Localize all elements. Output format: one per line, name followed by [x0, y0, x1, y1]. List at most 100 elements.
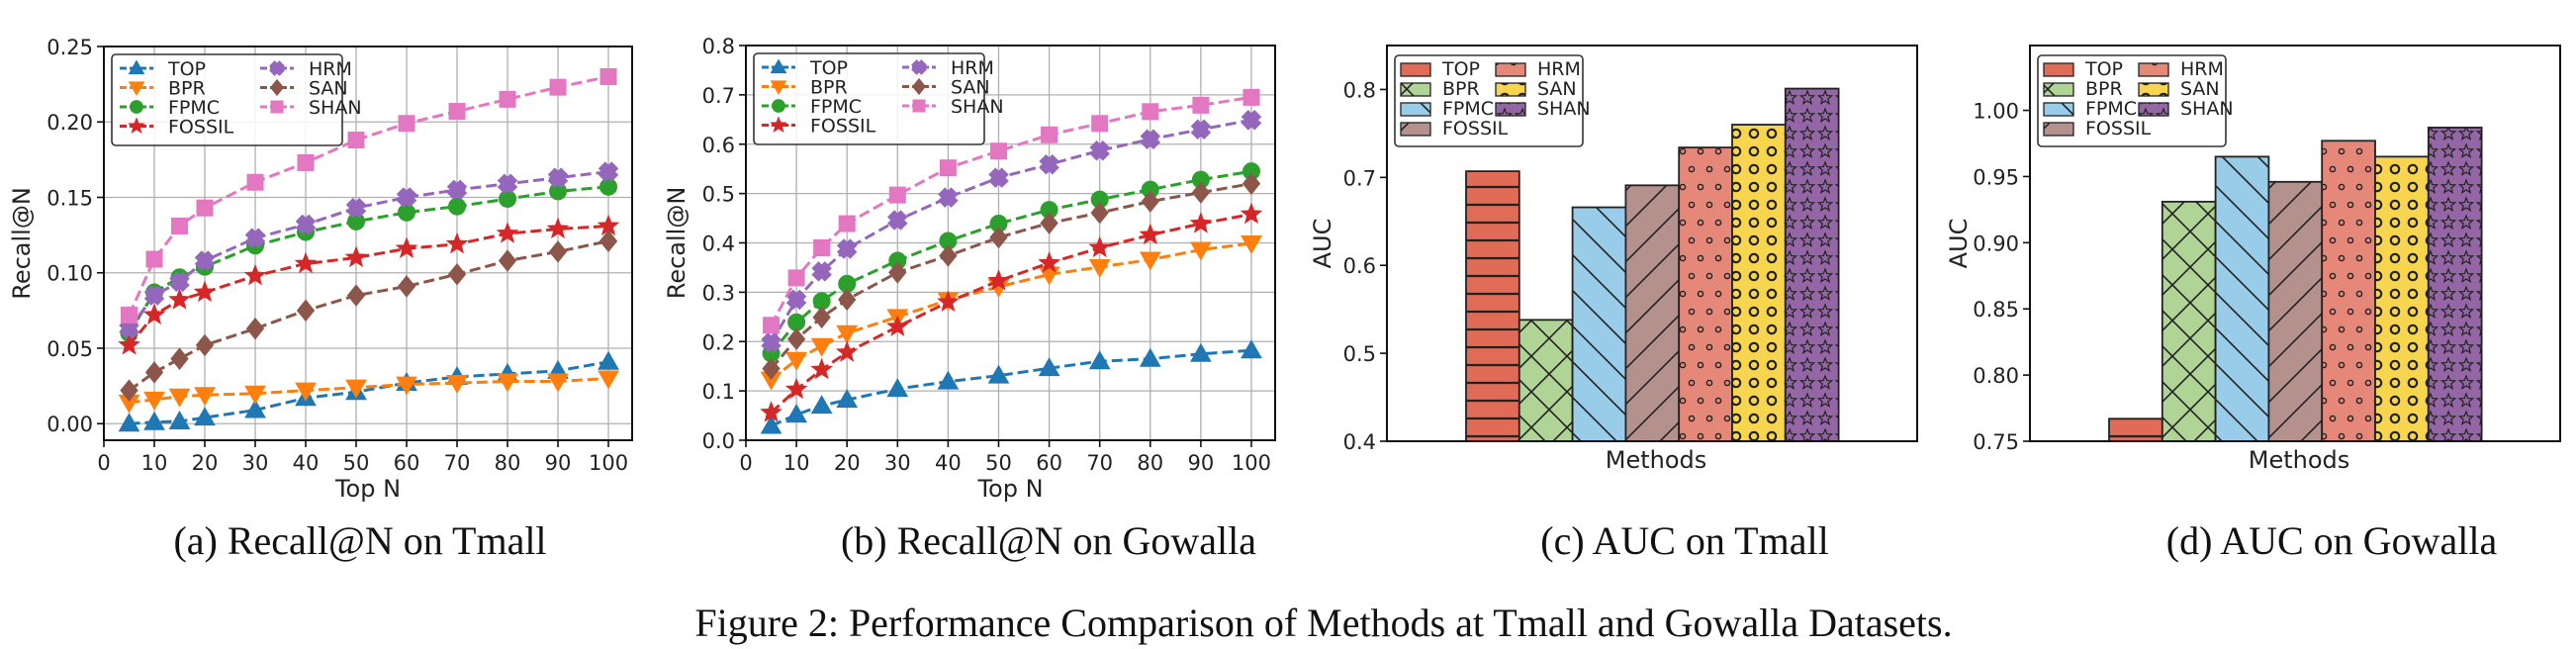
data-point-hrm: [1241, 110, 1262, 131]
data-point-bpr: [295, 382, 317, 402]
x-tick-label: 50: [343, 451, 370, 475]
legend-label: BPR: [810, 77, 848, 99]
data-point-bpr: [396, 376, 417, 396]
y-tick-label: 0.25: [46, 36, 93, 59]
legend-label: SHAN: [1537, 98, 1591, 120]
data-point-san: [1242, 172, 1261, 195]
legend-label: HRM: [309, 58, 352, 80]
data-point-bpr: [598, 370, 619, 390]
y-tick-label: 0.7: [1343, 166, 1376, 190]
data-point-bpr: [143, 391, 165, 411]
legend-item-san: SAN: [2138, 78, 2220, 100]
legend-label: FPMC: [2085, 98, 2137, 120]
data-point-san: [346, 284, 366, 307]
x-tick-label: 0: [97, 451, 110, 475]
legend-item-bpr: BPR: [762, 77, 848, 99]
y-tick-label: 0.95: [1973, 165, 2019, 189]
legend-swatch-san: [2138, 82, 2169, 97]
legend-swatch-bpr: [1400, 82, 1431, 97]
series-shan: [121, 67, 617, 324]
data-point-shan: [1091, 115, 1109, 133]
legend-marker-hrm: [911, 59, 927, 75]
legend-swatch-hrm: [2138, 62, 2169, 77]
legend-item-top: TOP: [2043, 58, 2123, 80]
legend-label: BPR: [1442, 78, 1480, 100]
bar-hatch-fpmc: [1571, 206, 1627, 442]
data-point-hrm: [785, 289, 807, 311]
legend-marker-fpmc: [772, 99, 785, 113]
y-tick-label: 0.1: [702, 380, 735, 404]
data-point-fpmc: [448, 197, 467, 216]
legend-item-hrm: HRM: [902, 57, 994, 79]
series-san: [762, 172, 1261, 380]
data-point-san: [195, 333, 215, 357]
data-point-fossil: [1240, 202, 1263, 225]
series-top: [118, 350, 619, 432]
data-point-top: [598, 350, 619, 370]
data-point-shan: [1142, 103, 1159, 121]
x-tick-label: 70: [1086, 451, 1113, 475]
data-point-hrm: [194, 250, 216, 271]
legend-swatch-san: [1495, 82, 1526, 97]
data-point-shan: [599, 67, 617, 85]
legend-item-hrm: HRM: [1495, 58, 1581, 80]
legend-label: FPMC: [168, 97, 220, 119]
legend-swatch-fossil: [2043, 122, 2074, 137]
x-tick-label: 30: [242, 451, 269, 475]
data-point-hrm: [1089, 139, 1110, 161]
data-point-fossil: [142, 303, 166, 325]
data-point-hrm: [497, 173, 518, 195]
data-point-hrm: [988, 167, 1009, 188]
data-point-bpr: [836, 324, 859, 344]
y-tick-label: 0.4: [1343, 430, 1376, 454]
data-point-san: [548, 240, 568, 263]
figure-caption: Figure 2: Performance Comparison of Meth…: [694, 601, 1952, 645]
legend-marker-hrm: [269, 60, 285, 76]
series-top: [760, 339, 1262, 434]
data-point-bpr: [1088, 258, 1111, 278]
data-point-shan: [398, 115, 415, 133]
y-tick-label: 0.6: [702, 134, 735, 157]
data-point-san: [498, 249, 517, 272]
series-san: [120, 230, 618, 402]
data-point-bpr: [785, 351, 807, 371]
data-point-san: [1141, 190, 1159, 213]
data-point-hrm: [295, 214, 317, 235]
data-point-fossil: [193, 280, 217, 303]
data-point-top: [1088, 350, 1111, 370]
legend-swatch-fpmc: [1400, 102, 1431, 117]
legend-swatch-shan: [2138, 102, 2169, 117]
data-point-top: [143, 411, 165, 430]
data-point-san: [939, 244, 958, 267]
data-point-bpr: [194, 387, 216, 407]
legend-item-shan: SHAN: [260, 97, 362, 119]
y-tick-label: 0.4: [702, 232, 735, 256]
legend-label: SAN: [2180, 78, 2220, 100]
legend-marker-top: [128, 59, 145, 75]
series-fossil: [118, 214, 620, 355]
data-point-fossil: [395, 236, 418, 258]
bar-hatch-bpr: [2161, 200, 2217, 442]
legend-label: BPR: [2085, 78, 2123, 100]
data-point-shan: [989, 142, 1007, 160]
series-line-fossil: [128, 224, 609, 346]
legend-item-top: TOP: [120, 58, 206, 80]
y-tick-label: 0.3: [702, 281, 735, 305]
legend-label: FOSSIL: [2085, 118, 2152, 139]
legend-label: SAN: [1537, 78, 1577, 100]
x-tick-label: 20: [834, 451, 861, 475]
bar-san: [1731, 124, 1787, 442]
y-tick-label: 0.90: [1973, 232, 2019, 255]
data-point-shan: [763, 317, 781, 334]
data-point-hrm: [446, 179, 468, 201]
data-point-san: [170, 347, 189, 370]
y-tick-label: 0.0: [702, 429, 735, 453]
data-point-fossil: [987, 269, 1010, 291]
data-point-top: [1139, 347, 1161, 367]
data-point-hrm: [396, 187, 417, 208]
data-point-hrm: [169, 271, 190, 293]
legend-label: BPR: [168, 78, 206, 100]
x-tick-label: 90: [1188, 451, 1215, 475]
bar-top: [1465, 170, 1520, 442]
